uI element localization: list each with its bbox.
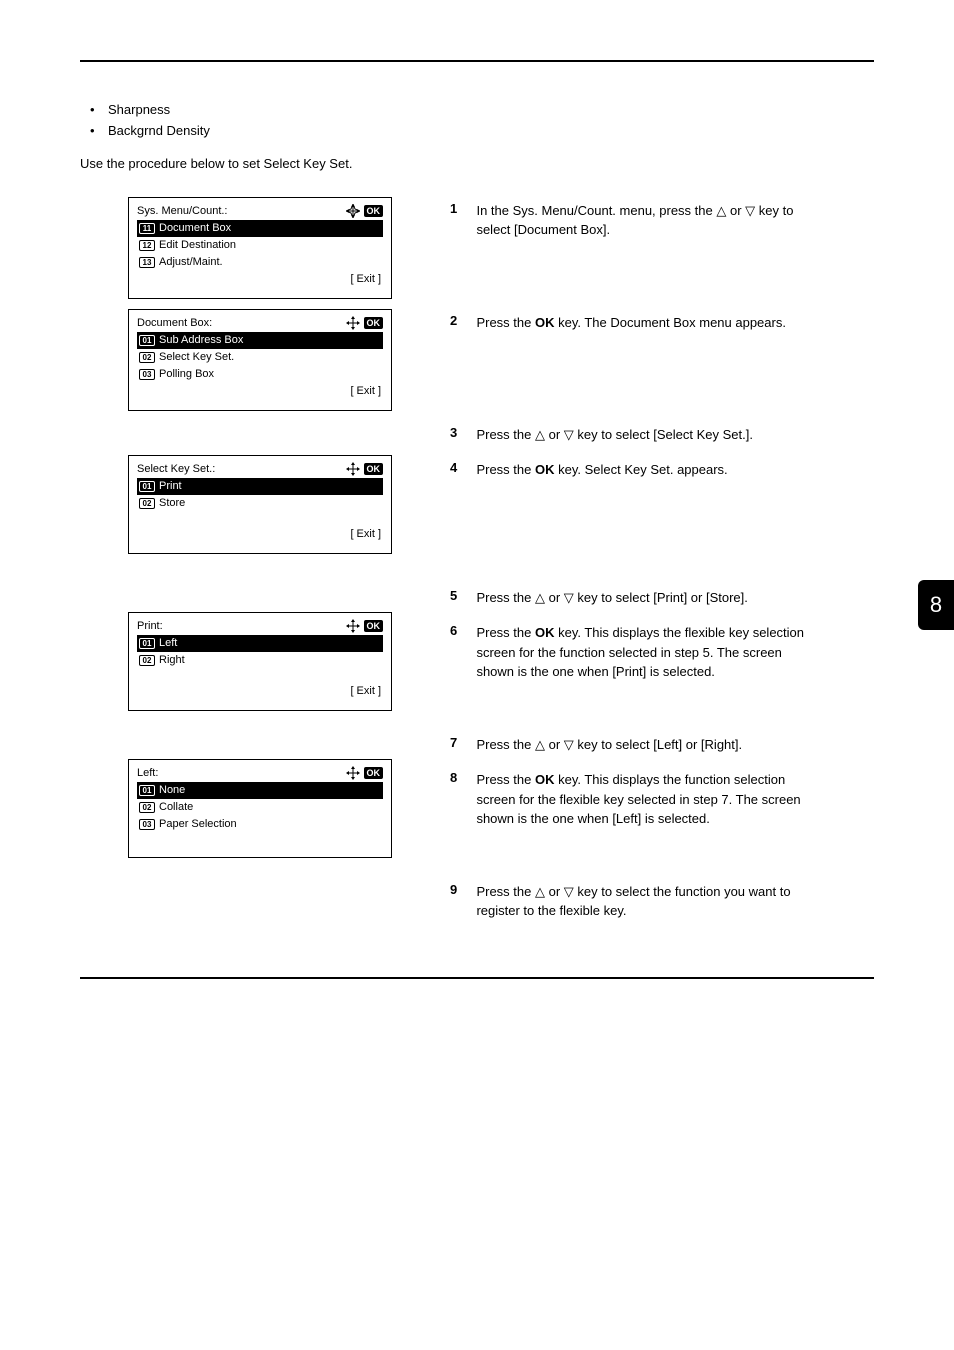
step-3-num: 3 (450, 425, 472, 440)
lcd4-title: Print: (137, 620, 163, 632)
nav-cross-icon (346, 204, 360, 218)
lcd4-line2: 02Right (137, 652, 383, 669)
step-5-text: Press the △ or ▽ key to select [Print] o… (476, 588, 806, 608)
ok-icon: OK (364, 317, 384, 329)
nav-cross-icon (346, 316, 360, 330)
lcd2-softkey: [ Exit ] (137, 383, 383, 400)
step-1-text: In the Sys. Menu/Count. menu, press the … (476, 201, 806, 240)
step-9-text: Press the △ or ▽ key to select the funct… (476, 882, 806, 921)
step-3-text: Press the △ or ▽ key to select [Select K… (476, 425, 806, 445)
bullet-backgrnd: Backgrnd Density (90, 123, 874, 138)
lcd-left: Left: OK 01None 02Collate 03Paper Select… (128, 759, 392, 858)
lcd2-line2: 02Select Key Set. (137, 349, 383, 366)
lcd-docbox: Document Box: OK 01Sub Address Box 02Sel… (128, 309, 392, 411)
lcd5-line3: 03Paper Selection (137, 816, 383, 833)
lcd-selectkey: Select Key Set.: OK 01Print 02Store [ Ex… (128, 455, 392, 554)
ok-icon: OK (364, 767, 384, 779)
step-7-text: Press the △ or ▽ key to select [Left] or… (476, 735, 806, 755)
bullet-sharpness: Sharpness (90, 102, 874, 117)
intro-text: Use the procedure below to set Select Ke… (80, 154, 874, 175)
lcd5-title: Left: (137, 767, 158, 779)
step-6-num: 6 (450, 623, 472, 638)
lcd1-line1: 11Document Box (137, 220, 383, 237)
ok-icon: OK (364, 620, 384, 632)
lcd3-title: Select Key Set.: (137, 463, 215, 475)
lcd1-line2: 12Edit Destination (137, 237, 383, 254)
lcd1-title: Sys. Menu/Count.: (137, 205, 228, 217)
lcd3-softkey: [ Exit ] (137, 526, 383, 543)
lcd4-softkey: [ Exit ] (137, 683, 383, 700)
section-tab: 8 (918, 580, 954, 630)
step-4-num: 4 (450, 460, 472, 475)
ok-icon: OK (364, 463, 384, 475)
nav-cross-icon (346, 462, 360, 476)
step-2-num: 2 (450, 313, 472, 328)
ok-key-ref: OK (535, 462, 555, 477)
lcd3-line1: 01Print (137, 478, 383, 495)
lcd-print: Print: OK 01Left 02Right [ Exit ] (128, 612, 392, 711)
lcd1-softkey: [ Exit ] (137, 271, 383, 288)
lcd5-line2: 02Collate (137, 799, 383, 816)
lcd5-line1: 01None (137, 782, 383, 799)
step-7-num: 7 (450, 735, 472, 750)
step-6-text: Press the OK key. This displays the flex… (476, 623, 816, 682)
lcd2-line3: 03Polling Box (137, 366, 383, 383)
lcd-sysmenu: Sys. Menu/Count.: OK 11Document Box 12Ed… (128, 197, 392, 299)
lcd3-line2: 02Store (137, 495, 383, 512)
nav-cross-icon (346, 766, 360, 780)
step-2-text: Press the OK key. The Document Box menu … (476, 313, 806, 333)
footer-rule (80, 977, 874, 979)
ok-key-ref: OK (535, 772, 555, 787)
header-rule (80, 60, 874, 62)
step-4-text: Press the OK key. Select Key Set. appear… (476, 460, 806, 480)
step-8-text: Press the OK key. This displays the func… (476, 770, 816, 829)
lcd2-line1: 01Sub Address Box (137, 332, 383, 349)
step-9-num: 9 (450, 882, 472, 897)
lcd1-line3: 13Adjust/Maint. (137, 254, 383, 271)
ok-key-ref: OK (535, 315, 555, 330)
step-8-num: 8 (450, 770, 472, 785)
ok-icon: OK (364, 205, 384, 217)
lcd4-line1: 01Left (137, 635, 383, 652)
nav-cross-icon (346, 619, 360, 633)
step-1-num: 1 (450, 201, 472, 216)
bullet-list: Sharpness Backgrnd Density (90, 102, 874, 138)
ok-key-ref: OK (535, 625, 555, 640)
lcd2-title: Document Box: (137, 317, 212, 329)
step-5-num: 5 (450, 588, 472, 603)
